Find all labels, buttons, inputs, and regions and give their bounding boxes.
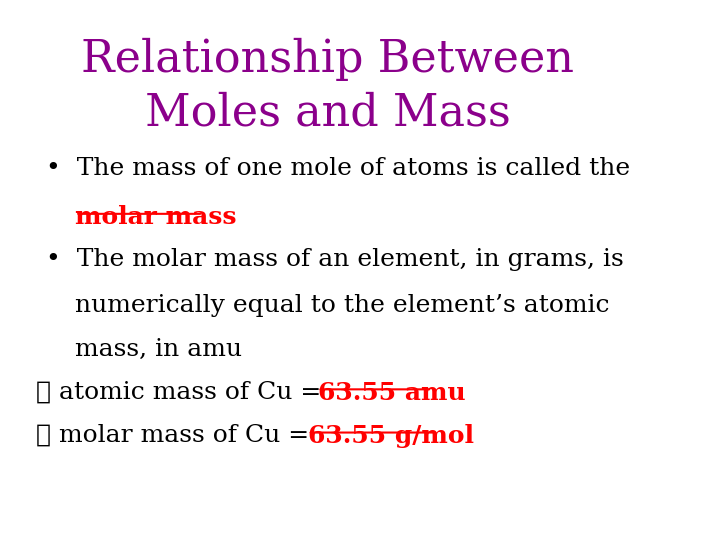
Text: ✓ atomic mass of Cu =: ✓ atomic mass of Cu =	[36, 381, 329, 404]
Text: 63.55 g/mol: 63.55 g/mol	[307, 424, 474, 448]
Text: molar mass: molar mass	[76, 205, 237, 229]
Text: 63.55 amu: 63.55 amu	[318, 381, 465, 404]
Text: ✓ molar mass of Cu =: ✓ molar mass of Cu =	[36, 424, 317, 447]
Text: Moles and Mass: Moles and Mass	[145, 92, 510, 135]
Text: mass, in amu: mass, in amu	[76, 338, 243, 361]
Text: Relationship Between: Relationship Between	[81, 38, 574, 81]
Text: •  The mass of one mole of atoms is called the: • The mass of one mole of atoms is calle…	[46, 157, 630, 180]
Text: numerically equal to the element’s atomic: numerically equal to the element’s atomi…	[76, 294, 610, 318]
Text: •  The molar mass of an element, in grams, is: • The molar mass of an element, in grams…	[46, 248, 624, 272]
